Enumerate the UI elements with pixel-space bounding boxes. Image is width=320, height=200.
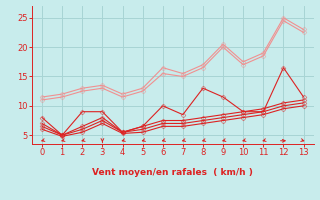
X-axis label: Vent moyen/en rafales  ( km/h ): Vent moyen/en rafales ( km/h ) [92, 168, 253, 177]
